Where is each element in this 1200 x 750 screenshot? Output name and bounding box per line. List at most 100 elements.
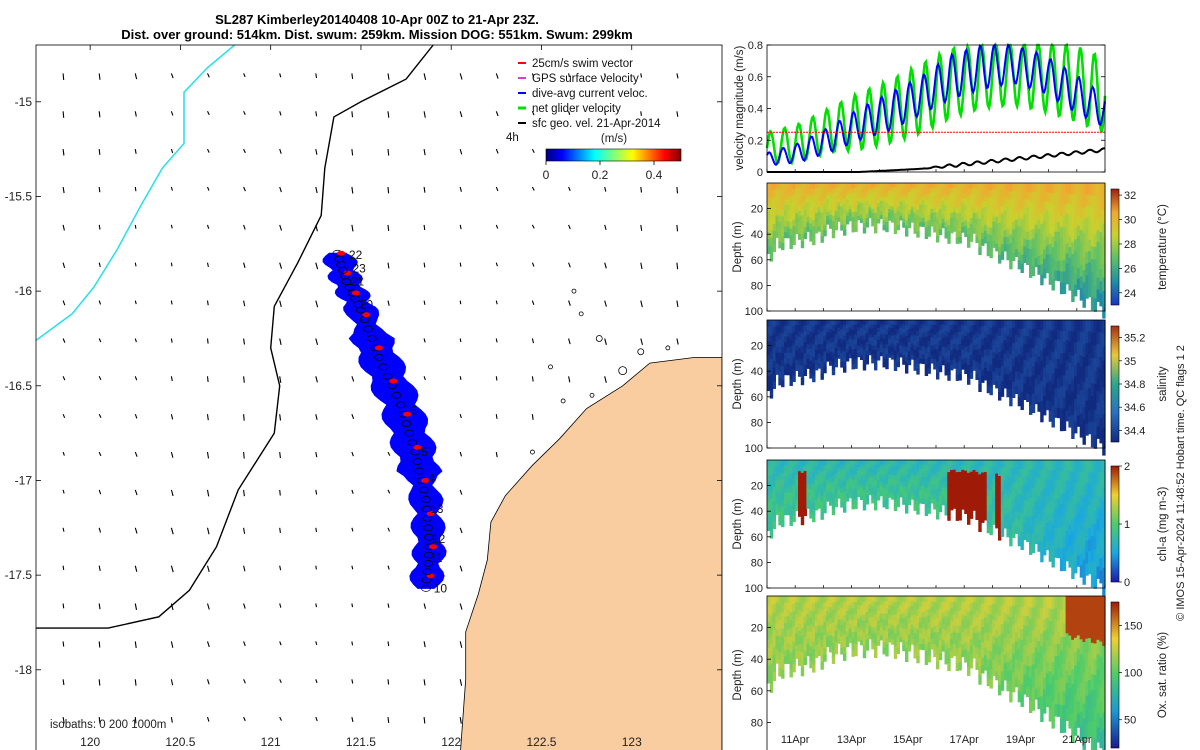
section-cell xyxy=(857,323,861,328)
section-cell xyxy=(781,669,785,679)
section-cell xyxy=(879,193,884,198)
section-cell xyxy=(812,213,816,221)
section-cell xyxy=(969,200,974,207)
section-cell xyxy=(986,385,991,394)
section-cell xyxy=(930,208,934,214)
section-cell xyxy=(1079,288,1084,301)
section-cell xyxy=(834,192,838,198)
section-cell xyxy=(964,352,968,358)
section-cell xyxy=(905,320,909,326)
section-cell xyxy=(772,381,776,389)
section-cell xyxy=(938,460,943,466)
section-cell xyxy=(871,617,875,623)
section-cell xyxy=(1003,473,1007,481)
section-cell xyxy=(781,653,785,663)
section-cell xyxy=(803,493,807,500)
section-cell xyxy=(910,198,914,204)
section-cell xyxy=(848,183,853,188)
section-cell xyxy=(992,221,996,229)
velocity-vector xyxy=(243,565,246,572)
section-cell xyxy=(1074,471,1078,484)
section-cell xyxy=(1068,405,1072,417)
section-cell xyxy=(806,503,810,509)
section-cell xyxy=(936,200,940,208)
section-cell xyxy=(857,197,861,202)
section-cell xyxy=(1009,528,1013,538)
section-cell xyxy=(952,643,957,651)
section-cell xyxy=(1000,213,1005,222)
section-cell xyxy=(840,488,844,494)
section-cell xyxy=(798,609,802,618)
section-cell xyxy=(798,331,802,338)
section-cell xyxy=(927,602,931,610)
section-cell xyxy=(769,653,774,664)
section-cell xyxy=(1079,518,1084,531)
section-cell xyxy=(888,205,892,210)
section-cell xyxy=(783,210,788,217)
section-cell xyxy=(1099,393,1103,407)
section-cell xyxy=(1048,530,1053,542)
velocity-vector xyxy=(315,300,319,308)
section-cell xyxy=(924,336,929,343)
section-cell xyxy=(1090,284,1095,298)
section-cell xyxy=(857,618,861,624)
section-cell xyxy=(775,609,779,617)
section-cell xyxy=(854,484,858,490)
section-cell xyxy=(769,253,774,262)
section-cell xyxy=(941,482,945,488)
map-colorbar xyxy=(545,148,682,162)
section-cell xyxy=(809,639,813,647)
section-cell xyxy=(1065,460,1069,471)
section-cell xyxy=(989,605,993,615)
section-cell xyxy=(930,217,934,223)
section-cell xyxy=(1071,320,1075,333)
section-cell xyxy=(952,619,957,627)
section-cell xyxy=(1006,244,1010,253)
velocity-vector xyxy=(459,717,462,724)
section-cell xyxy=(1096,566,1100,579)
section-cell xyxy=(772,629,776,639)
section-cell xyxy=(907,618,912,625)
section-cell xyxy=(806,625,810,633)
section-cell xyxy=(817,464,822,471)
section-cell xyxy=(769,506,774,516)
section-cell xyxy=(981,183,985,190)
section-cell xyxy=(950,222,954,229)
section-cell xyxy=(823,496,827,503)
track-loop xyxy=(422,514,433,522)
section-cell xyxy=(814,465,819,471)
section-cell xyxy=(803,364,807,371)
section-cell xyxy=(893,223,898,229)
section-cell xyxy=(1059,271,1064,284)
velocity-vector xyxy=(98,73,101,80)
section-cell xyxy=(1048,480,1053,491)
section-cell xyxy=(817,649,822,656)
section-cell xyxy=(1006,335,1010,344)
section-cell xyxy=(860,610,864,617)
section-cell xyxy=(879,207,884,213)
section-cell xyxy=(947,219,951,226)
section-cell xyxy=(783,352,788,359)
section-cell xyxy=(913,608,917,616)
section-cell xyxy=(820,337,824,345)
section-cell xyxy=(986,226,991,235)
section-cell xyxy=(874,344,878,351)
section-cell xyxy=(769,366,774,376)
track-day-10: 10 xyxy=(434,581,448,595)
section-cell xyxy=(989,235,993,244)
track-loop xyxy=(391,391,402,399)
section-cell xyxy=(1099,244,1103,258)
section-cell xyxy=(885,217,889,223)
section-cell xyxy=(919,195,923,201)
section-cell xyxy=(1079,331,1084,344)
section-cell xyxy=(795,627,799,634)
section-cell xyxy=(1012,190,1016,199)
section-cell xyxy=(1099,183,1103,196)
section-cell xyxy=(1014,342,1019,350)
section-cell xyxy=(879,183,884,188)
section-cell xyxy=(961,602,965,609)
section-cell xyxy=(1090,485,1095,499)
section-cell xyxy=(899,345,903,351)
